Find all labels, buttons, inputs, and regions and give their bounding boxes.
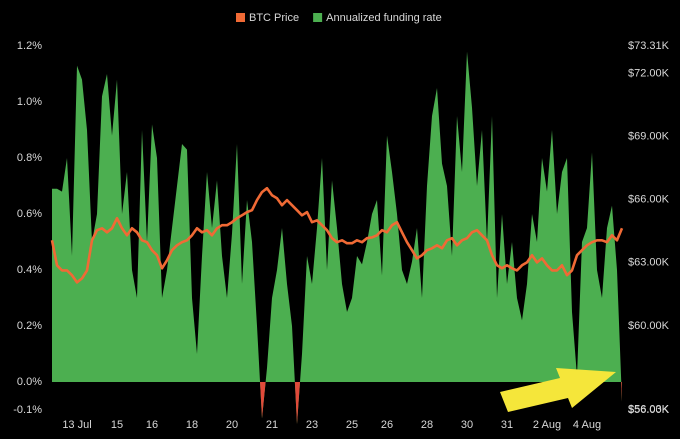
y-tick-label: 0.2% [17, 320, 42, 332]
x-tick-label: 21 [266, 419, 278, 431]
x-tick-label: 20 [226, 419, 238, 431]
funding-area [52, 51, 622, 424]
y2-tick-label: $60.00K [628, 320, 670, 332]
x-tick-label: 25 [346, 419, 358, 431]
x-tick-label: 23 [306, 419, 318, 431]
arrow-annotation [500, 368, 616, 412]
price-line [50, 186, 624, 284]
legend-label: BTC Price [249, 12, 299, 24]
x-tick-label: 18 [186, 419, 198, 431]
legend: BTC Price Annualized funding rate [236, 12, 442, 24]
x-tick-label: 4 Aug [573, 419, 601, 431]
legend-swatch [313, 13, 323, 22]
y-tick-label: 0.8% [17, 152, 42, 164]
y-tick-label: 0.4% [17, 264, 42, 276]
y2-tick-label: $69.00K [628, 131, 670, 143]
x-tick-label: 15 [111, 419, 123, 431]
y-tick-label: -0.1% [13, 404, 42, 416]
x-tick-label: 31 [501, 419, 513, 431]
y2-tick-label: $56.03K [628, 403, 670, 415]
legend-label: Annualized funding rate [326, 12, 442, 24]
y2-tick-label: $63.00K [628, 257, 670, 269]
x-tick-label: 30 [461, 419, 473, 431]
x-tick-label: 2 Aug [533, 419, 561, 431]
y-tick-label: 0.6% [17, 208, 42, 220]
x-tick-label: 26 [381, 419, 393, 431]
y2-tick-label: $66.00K [628, 194, 670, 206]
y2-tick-label: $56.00K [628, 404, 670, 416]
x-tick-label: 28 [421, 419, 433, 431]
y2-tick-label: $73.31K [628, 40, 670, 52]
legend-swatch [236, 13, 245, 22]
y-tick-label: 1.0% [17, 96, 42, 108]
x-tick-label: 16 [146, 419, 158, 431]
x-tick-label: 13 Jul [62, 419, 91, 431]
y-tick-label: 1.2% [17, 40, 42, 52]
y2-tick-label: $72.00K [628, 67, 670, 79]
y-tick-label: 0.0% [17, 376, 42, 388]
